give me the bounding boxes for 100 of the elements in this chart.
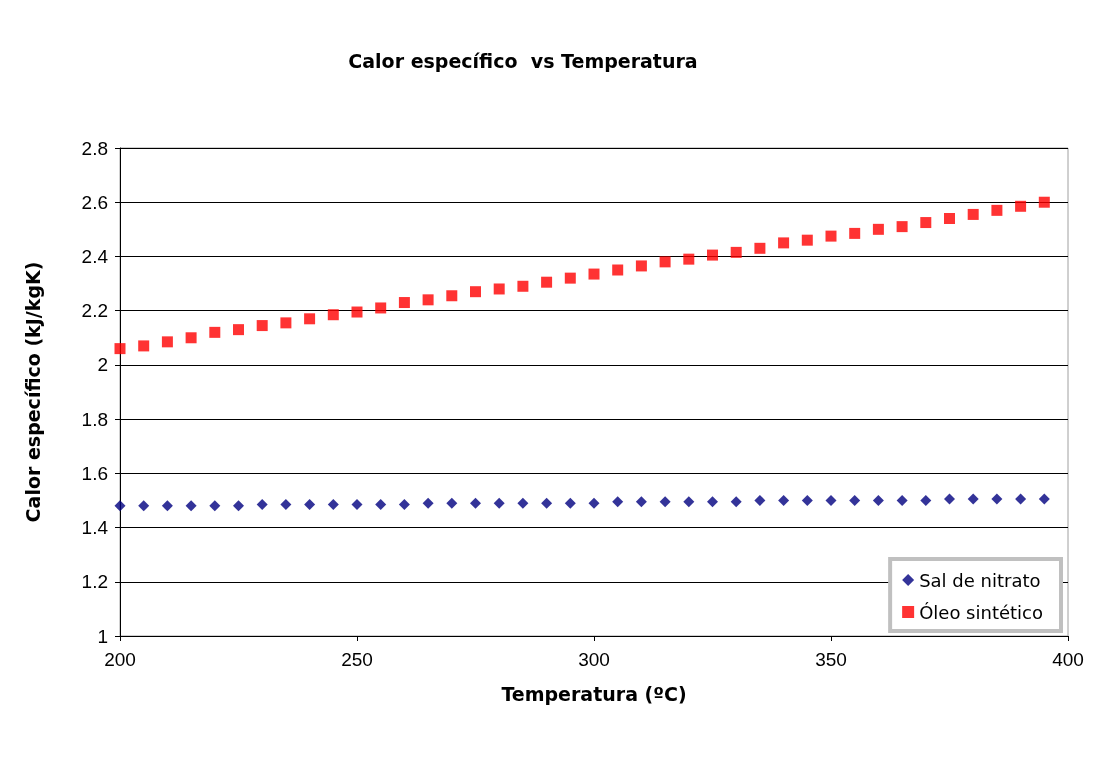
point — [517, 497, 529, 509]
point — [446, 290, 458, 302]
x-tick-label: 200 — [104, 649, 136, 670]
point — [327, 499, 339, 511]
point — [920, 494, 932, 506]
point — [233, 500, 244, 512]
y-tick-label: 2.4 — [81, 245, 109, 267]
y-tick-label: 1.8 — [81, 408, 108, 430]
point — [683, 253, 695, 265]
point — [635, 260, 647, 272]
point — [422, 294, 434, 306]
point — [967, 493, 979, 505]
point — [351, 306, 363, 318]
point — [801, 494, 813, 506]
point — [446, 497, 458, 509]
point — [991, 493, 1003, 505]
point — [635, 496, 647, 508]
point — [825, 230, 837, 242]
point — [493, 283, 505, 295]
point — [967, 208, 979, 220]
point — [470, 497, 481, 509]
x-tick-label: 250 — [341, 649, 373, 670]
point — [422, 497, 434, 509]
point — [280, 499, 292, 511]
point — [161, 336, 173, 348]
point — [327, 309, 339, 321]
y-axis-title: Calor específico (kJ/kgK) — [21, 261, 44, 523]
point — [185, 332, 197, 344]
y-tick-label: 2.6 — [81, 191, 108, 213]
point — [233, 324, 244, 336]
point — [256, 320, 268, 332]
point — [470, 286, 481, 298]
point — [944, 493, 955, 505]
point — [280, 317, 292, 329]
point — [920, 217, 932, 229]
point — [659, 496, 671, 508]
point — [778, 494, 790, 506]
point — [872, 494, 884, 506]
chart-title: Calor específico vs Temperatura — [348, 49, 698, 72]
point — [375, 499, 387, 511]
point — [754, 494, 766, 506]
y-tick-label: 2 — [97, 354, 108, 376]
point — [138, 340, 150, 352]
point — [209, 326, 221, 338]
x-tick-label: 300 — [578, 649, 610, 670]
point — [541, 497, 553, 509]
point — [659, 256, 671, 268]
legend-label: Sal de nitrato — [919, 569, 1041, 591]
point — [825, 494, 837, 506]
point — [896, 221, 908, 233]
point — [588, 268, 600, 280]
point — [564, 272, 576, 284]
point — [588, 497, 600, 509]
point — [707, 496, 718, 508]
point — [256, 499, 268, 511]
point — [209, 500, 221, 512]
point — [872, 223, 884, 235]
point — [304, 313, 316, 325]
point — [517, 280, 529, 292]
y-tick-label: 1.6 — [81, 462, 108, 484]
point — [185, 500, 197, 512]
point — [114, 500, 126, 512]
point — [778, 237, 790, 249]
point — [138, 500, 150, 512]
point — [849, 494, 861, 506]
y-tick-label: 1.2 — [81, 571, 108, 593]
x-tick-label: 350 — [815, 649, 847, 670]
point — [991, 204, 1003, 216]
point — [114, 343, 126, 355]
point — [398, 499, 410, 511]
point — [1038, 493, 1050, 505]
point — [730, 496, 742, 508]
point — [612, 496, 624, 508]
point — [1015, 200, 1027, 212]
point — [1038, 196, 1050, 208]
point — [398, 297, 410, 309]
y-tick-label: 2.2 — [81, 300, 108, 322]
legend-label: Óleo sintético — [919, 601, 1044, 623]
y-tick-label: 1.4 — [81, 517, 109, 539]
point — [304, 499, 316, 511]
point — [896, 494, 908, 506]
point — [754, 242, 766, 254]
y-tick-label: 2.8 — [81, 137, 108, 159]
point — [564, 497, 576, 509]
point — [375, 302, 387, 314]
point — [683, 496, 695, 508]
y-tick-label: 1 — [97, 625, 108, 647]
point — [612, 264, 624, 276]
point — [730, 246, 742, 258]
point — [493, 497, 505, 509]
point — [849, 227, 861, 239]
x-axis-title: Temperatura (ºC) — [501, 682, 687, 705]
x-tick-label: 400 — [1052, 649, 1084, 670]
point — [351, 499, 363, 511]
point — [944, 212, 955, 224]
point — [801, 234, 813, 246]
point — [161, 500, 173, 512]
point — [1015, 493, 1027, 505]
point — [541, 276, 553, 288]
point — [707, 249, 718, 261]
